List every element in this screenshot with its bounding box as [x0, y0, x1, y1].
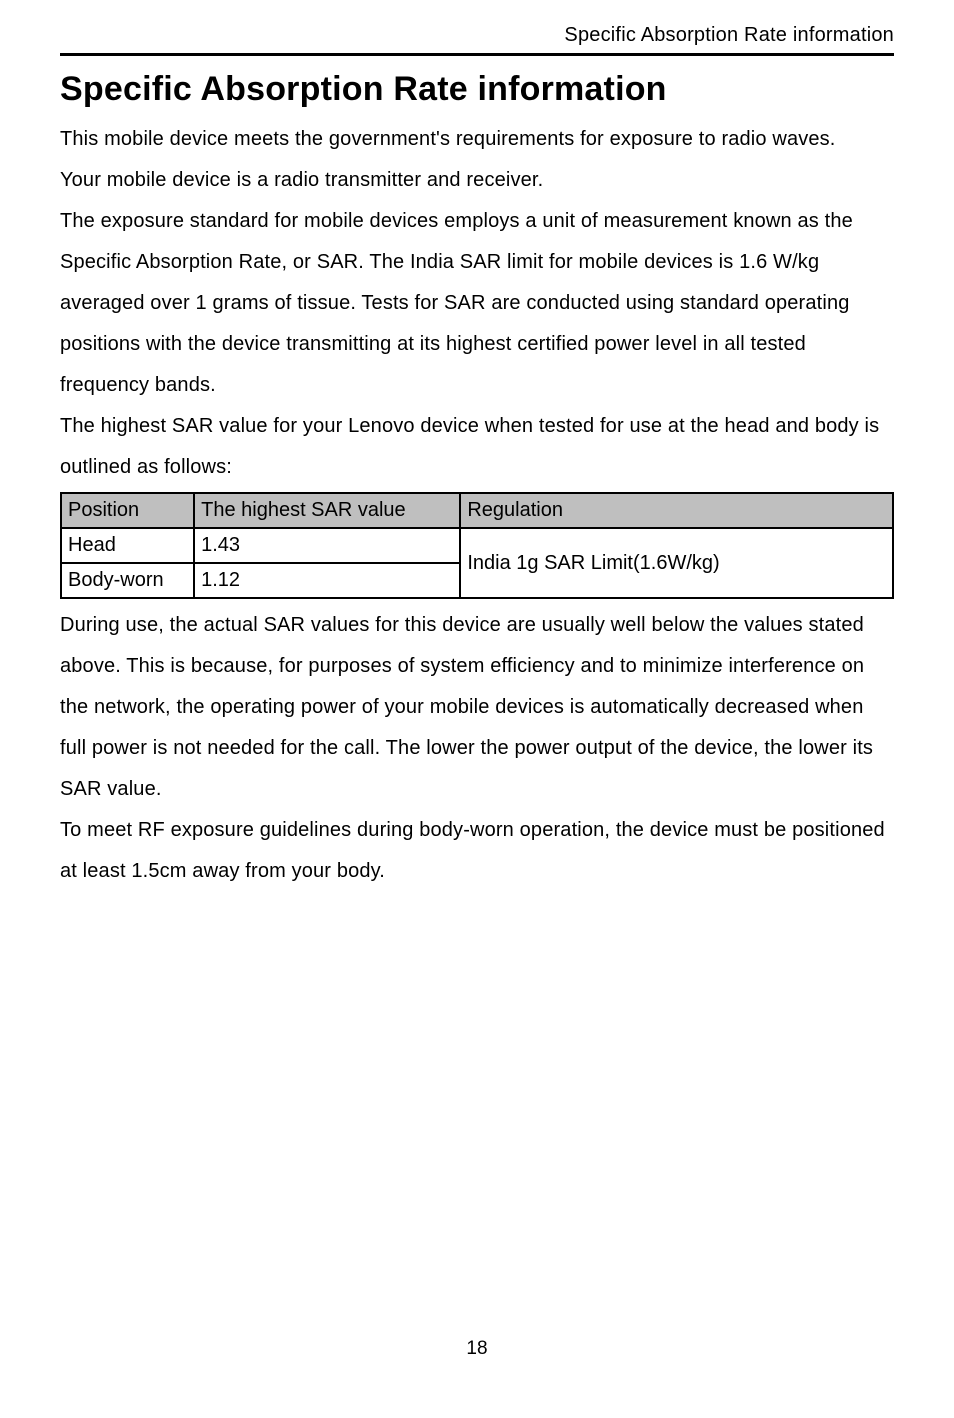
page-container: Specific Absorption Rate information Spe… [0, 0, 954, 1418]
paragraph-intro: This mobile device meets the government'… [60, 119, 894, 160]
table-cell-position: Body-worn [61, 563, 194, 598]
table-header-regulation: Regulation [460, 493, 893, 528]
sar-table: Position The highest SAR value Regulatio… [60, 492, 894, 599]
page-title: Specific Absorption Rate information [60, 70, 894, 109]
page-number: 18 [0, 1338, 954, 1360]
table-cell-position: Head [61, 528, 194, 563]
paragraph-rf-exposure: To meet RF exposure guidelines during bo… [60, 810, 894, 892]
running-head: Specific Absorption Rate information [60, 24, 894, 56]
paragraph-actual-sar: During use, the actual SAR values for th… [60, 605, 894, 810]
paragraph-table-lead: The highest SAR value for your Lenovo de… [60, 406, 894, 488]
table-header-position: Position [61, 493, 194, 528]
paragraph-transmitter: Your mobile device is a radio transmitte… [60, 160, 894, 201]
table-row: Head 1.43 India 1g SAR Limit(1.6W/kg) [61, 528, 893, 563]
paragraph-standard: The exposure standard for mobile devices… [60, 201, 894, 406]
table-cell-value: 1.12 [194, 563, 460, 598]
table-cell-value: 1.43 [194, 528, 460, 563]
table-header-value: The highest SAR value [194, 493, 460, 528]
table-header-row: Position The highest SAR value Regulatio… [61, 493, 893, 528]
table-cell-regulation: India 1g SAR Limit(1.6W/kg) [460, 528, 893, 598]
